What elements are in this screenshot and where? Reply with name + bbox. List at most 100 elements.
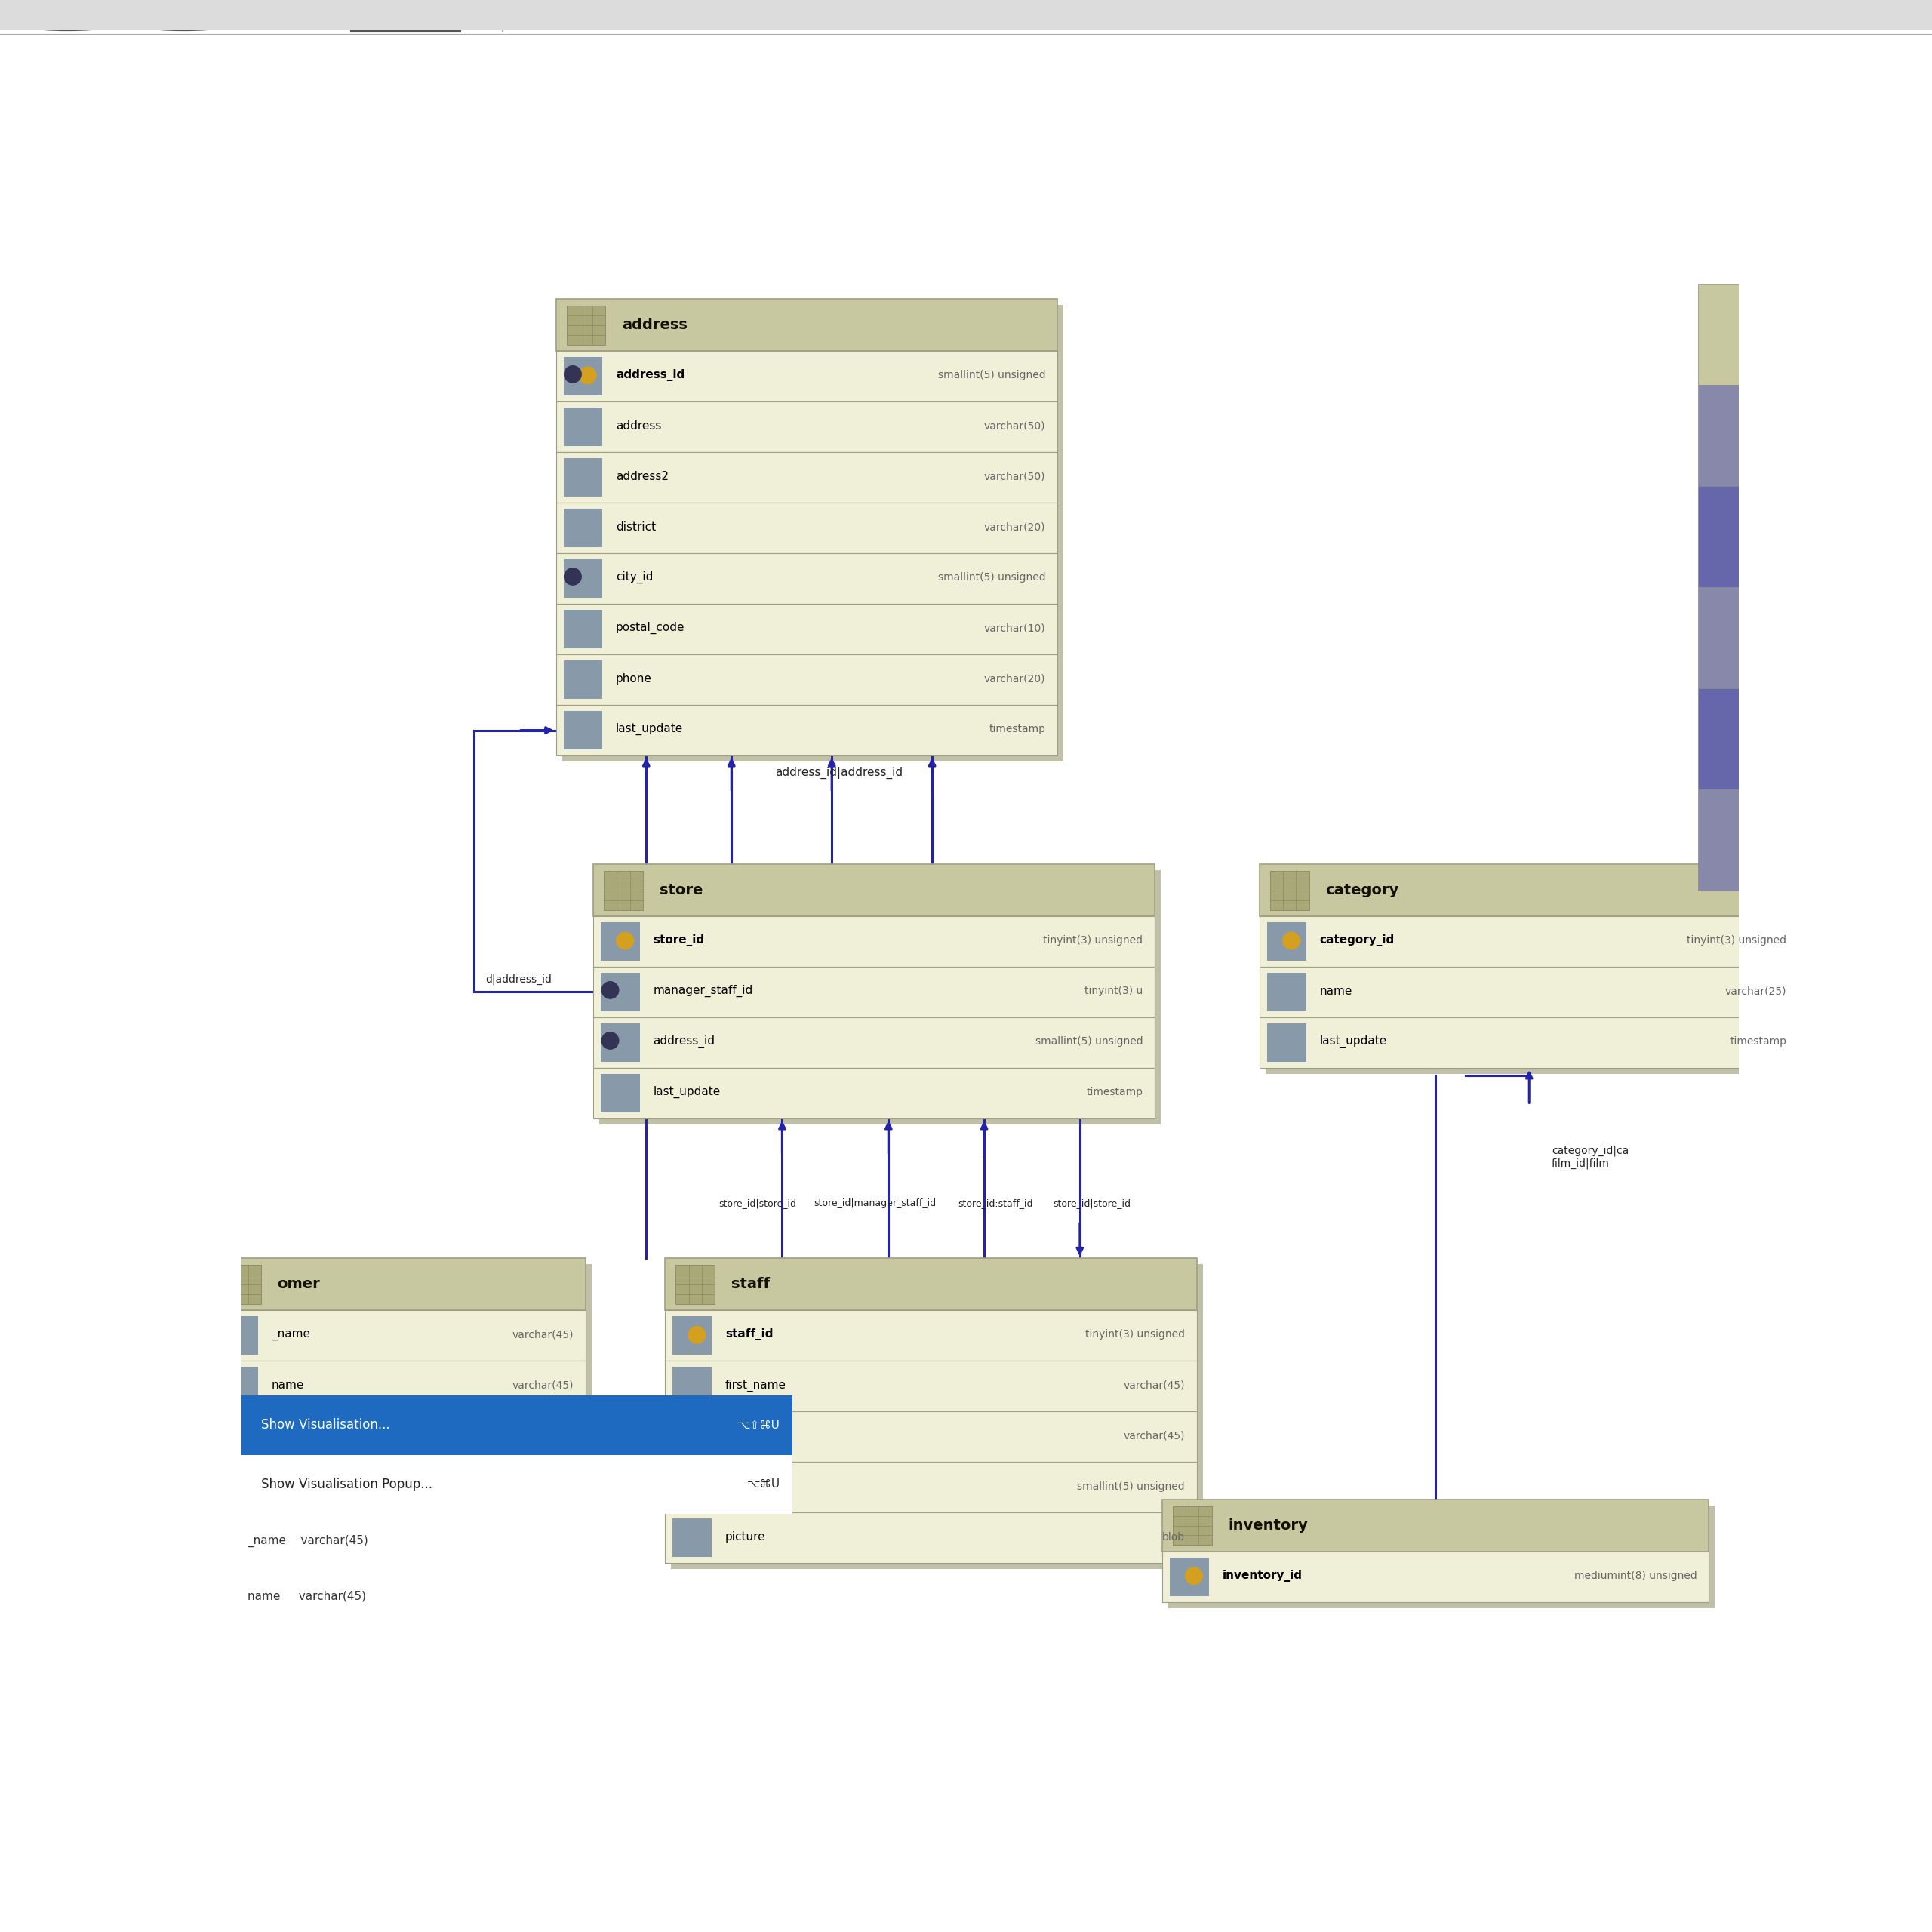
Bar — [240, 1368, 259, 1405]
Bar — [694, 1519, 711, 1557]
Bar — [583, 661, 603, 699]
Text: category_id: category_id — [1320, 935, 1395, 947]
Text: Show Visualisation...: Show Visualisation... — [261, 1418, 390, 1432]
Bar — [605, 871, 643, 910]
Text: category: category — [1325, 883, 1399, 896]
Bar — [583, 408, 603, 446]
Text: address2: address2 — [616, 471, 668, 481]
Bar — [1267, 1024, 1287, 1063]
Text: address: address — [616, 419, 661, 431]
Text: address_id|address_id: address_id|address_id — [775, 767, 902, 779]
Bar — [242, 1455, 792, 1515]
Bar — [556, 502, 1057, 553]
Bar — [694, 1468, 711, 1507]
Bar — [564, 611, 583, 649]
Text: address_id: address_id — [653, 1036, 715, 1047]
Text: varchar(10): varchar(10) — [983, 622, 1045, 634]
Text: tinyint(3) unsigned: tinyint(3) unsigned — [1687, 935, 1787, 947]
Text: smallint(5) unsigned: smallint(5) unsigned — [937, 572, 1045, 583]
Bar — [593, 864, 1155, 916]
Bar — [564, 357, 583, 396]
Text: inventory: inventory — [1229, 1519, 1308, 1532]
Circle shape — [688, 1327, 705, 1343]
Bar — [1173, 1507, 1211, 1546]
Text: varchar(50): varchar(50) — [983, 471, 1045, 481]
Text: varchar(45): varchar(45) — [512, 1379, 574, 1391]
Text: +: + — [58, 8, 77, 27]
Bar — [1698, 587, 1739, 688]
Bar — [1265, 869, 1804, 1074]
Text: ◀▶: ◀▶ — [547, 10, 574, 25]
Bar — [593, 966, 1155, 1018]
Bar — [556, 352, 1057, 402]
Bar — [352, 4, 460, 31]
Bar — [670, 1264, 1204, 1569]
Text: staff_id: staff_id — [724, 1329, 773, 1341]
Bar — [583, 458, 603, 497]
Bar — [1169, 1505, 1716, 1607]
Text: Show Visualisation Popup...: Show Visualisation Popup... — [261, 1478, 433, 1492]
Circle shape — [564, 568, 582, 585]
Text: ⌥⌘U: ⌥⌘U — [748, 1478, 781, 1490]
Bar — [222, 1265, 261, 1304]
Bar — [1171, 1557, 1190, 1596]
Bar — [213, 1258, 585, 1310]
Bar — [593, 916, 1155, 966]
Text: postal_code: postal_code — [616, 622, 684, 634]
Text: timestamp: timestamp — [1731, 1036, 1787, 1047]
Bar — [620, 922, 639, 960]
Text: varchar(20): varchar(20) — [983, 522, 1045, 531]
Circle shape — [616, 933, 634, 949]
Text: staff: staff — [730, 1277, 769, 1291]
Text: 🖨: 🖨 — [767, 10, 779, 25]
Bar — [665, 1412, 1196, 1463]
Text: ⌥⇧⌘U: ⌥⇧⌘U — [738, 1420, 781, 1430]
Text: store_id: store_id — [653, 935, 705, 947]
Text: varchar(25): varchar(25) — [1725, 985, 1787, 997]
Bar — [694, 1418, 711, 1457]
Bar — [564, 558, 583, 597]
Text: tinyint(3) u: tinyint(3) u — [1084, 985, 1144, 997]
Bar — [599, 869, 1161, 1124]
Text: district: district — [616, 522, 657, 533]
Text: address_id: address_id — [616, 369, 684, 381]
Text: last_name: last_name — [724, 1430, 784, 1441]
Bar — [672, 1368, 694, 1405]
Bar — [583, 711, 603, 750]
Text: timestamp: timestamp — [1086, 1088, 1144, 1097]
Text: picture: picture — [724, 1532, 765, 1542]
Text: address_id: address_id — [724, 1480, 786, 1493]
Text: address: address — [622, 317, 688, 332]
Text: phone: phone — [616, 672, 651, 684]
Text: smallint(5) unsigned: smallint(5) unsigned — [937, 369, 1045, 381]
Bar — [1260, 1018, 1799, 1068]
Bar — [213, 1310, 585, 1360]
Bar — [566, 305, 605, 344]
Text: mediumint(8) unsigned: mediumint(8) unsigned — [1575, 1571, 1696, 1580]
Text: last_update: last_update — [1320, 1036, 1387, 1047]
Bar — [672, 1519, 694, 1557]
Bar — [593, 1068, 1155, 1119]
Text: last_update: last_update — [653, 1086, 721, 1097]
Bar — [556, 452, 1057, 502]
Text: varchar(50): varchar(50) — [983, 421, 1045, 431]
Bar — [672, 1468, 694, 1507]
Bar — [1269, 871, 1310, 910]
Text: _name: _name — [270, 1329, 309, 1341]
Circle shape — [674, 1478, 690, 1493]
Text: varchar(20): varchar(20) — [983, 674, 1045, 684]
Bar — [620, 1074, 639, 1113]
Text: name: name — [1320, 985, 1352, 997]
Bar — [1260, 864, 1799, 916]
Text: varchar(45): varchar(45) — [512, 1329, 574, 1341]
Bar — [1260, 916, 1799, 966]
Circle shape — [1186, 1567, 1202, 1584]
Bar — [556, 299, 1057, 352]
Bar — [1698, 487, 1739, 587]
Text: last_update: last_update — [616, 723, 684, 736]
Bar — [672, 1316, 694, 1354]
Text: first_name: first_name — [724, 1379, 786, 1391]
Text: d|address_id: d|address_id — [485, 974, 553, 985]
Bar — [672, 1418, 694, 1457]
Bar — [665, 1258, 1196, 1310]
